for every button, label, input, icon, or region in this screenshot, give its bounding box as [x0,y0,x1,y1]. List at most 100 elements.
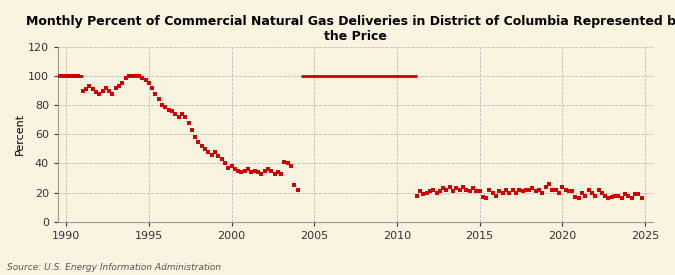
Point [461,188,472,192]
Point [431,190,442,195]
Point [54,74,65,78]
Point [177,112,188,116]
Point [537,190,548,195]
Point [593,188,604,192]
Point [514,188,524,192]
Point [606,195,617,199]
Point [600,193,611,198]
Point [441,188,452,192]
Point [213,154,223,158]
Point [616,196,627,201]
Point [72,74,83,78]
Point [146,86,157,90]
Point [531,189,541,193]
Point [190,135,200,139]
Point [180,115,190,119]
Point [163,107,174,112]
Point [504,190,515,195]
Point [570,195,580,199]
Point [534,188,545,192]
Point [104,89,115,93]
Point [583,188,594,192]
Point [273,170,284,174]
Point [196,144,207,148]
Point [56,74,67,78]
Point [256,171,267,176]
Point [200,147,211,151]
Point [68,74,78,78]
Point [573,196,584,201]
Point [236,170,247,174]
Y-axis label: Percent: Percent [15,113,25,155]
Point [117,81,128,86]
Point [438,186,449,190]
Point [418,192,429,196]
Point [587,190,597,195]
Point [90,90,101,94]
Point [501,188,512,192]
Point [111,86,122,90]
Point [471,189,482,193]
Point [576,190,587,195]
Point [252,170,263,174]
Point [61,74,72,78]
Point [97,89,108,93]
Point [230,167,240,172]
Point [497,190,508,195]
Point [527,186,538,190]
Point [219,161,230,166]
Point [140,78,151,83]
Point [84,84,95,89]
Point [94,91,105,96]
Point [64,74,75,78]
Point [130,74,141,78]
Title: Monthly Percent of Commercial Natural Gas Deliveries in District of Columbia Rep: Monthly Percent of Commercial Natural Ga… [26,15,675,43]
Point [120,75,131,80]
Point [193,139,204,144]
Point [57,74,68,78]
Point [428,188,439,192]
Point [113,84,124,89]
Point [524,188,535,192]
Point [540,185,551,189]
Point [626,196,637,201]
Point [613,193,624,198]
Point [153,97,164,101]
Point [69,74,80,78]
Point [266,169,277,173]
Point [454,188,465,192]
Point [474,189,485,193]
Point [210,150,221,154]
Point [107,91,118,96]
Point [411,193,422,198]
Point [520,188,531,192]
Point [259,169,270,173]
Point [557,185,568,189]
Point [550,188,561,192]
Point [623,193,634,198]
Point [603,196,614,201]
Point [71,74,82,78]
Point [223,166,234,170]
Point [207,153,217,157]
Point [435,189,446,193]
Point [494,189,505,193]
Point [59,74,70,78]
Point [448,189,458,193]
Point [451,186,462,190]
Point [216,157,227,161]
Point [150,91,161,96]
Point [292,188,303,192]
Point [124,74,134,78]
Point [226,164,237,169]
Point [491,193,502,198]
Point [547,188,558,192]
Point [636,196,647,201]
Point [173,115,184,119]
Point [243,167,254,172]
Point [282,161,293,166]
Point [289,183,300,188]
Point [186,128,197,132]
Point [477,195,488,199]
Point [580,193,591,198]
